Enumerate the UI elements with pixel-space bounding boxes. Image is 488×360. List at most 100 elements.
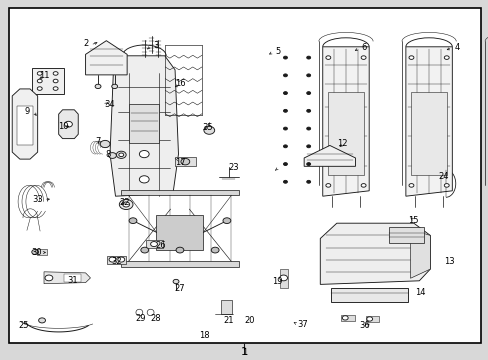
Circle shape [118, 257, 124, 262]
Text: 1: 1 [242, 348, 246, 356]
Circle shape [342, 316, 347, 320]
Bar [145, 240, 163, 248]
Bar [331, 288, 407, 302]
Text: 5: 5 [275, 47, 280, 56]
Circle shape [283, 180, 287, 183]
Polygon shape [85, 41, 127, 75]
Text: 31: 31 [67, 276, 78, 285]
Text: 6: 6 [361, 43, 366, 52]
Bar [17, 107, 33, 145]
Circle shape [173, 279, 179, 284]
Polygon shape [44, 272, 90, 284]
Circle shape [119, 199, 133, 210]
Polygon shape [304, 145, 355, 166]
Bar [106, 256, 126, 264]
Bar [221, 300, 231, 314]
Circle shape [283, 92, 287, 95]
Circle shape [53, 87, 58, 90]
Bar [32, 68, 63, 94]
Bar [279, 269, 287, 288]
Text: 20: 20 [244, 316, 254, 325]
Circle shape [122, 202, 129, 207]
Text: 25: 25 [18, 321, 29, 330]
Text: 17: 17 [174, 158, 185, 167]
Circle shape [306, 56, 310, 59]
Circle shape [203, 126, 214, 134]
Text: 30: 30 [31, 248, 42, 257]
Text: 4: 4 [454, 43, 459, 52]
Circle shape [283, 109, 287, 112]
Circle shape [408, 184, 413, 187]
Circle shape [306, 74, 310, 77]
Circle shape [64, 121, 72, 127]
Circle shape [283, 127, 287, 130]
Circle shape [37, 87, 42, 90]
Circle shape [109, 257, 116, 262]
Circle shape [108, 153, 116, 158]
Bar [327, 93, 363, 175]
Bar [365, 316, 379, 322]
Circle shape [139, 176, 149, 183]
Polygon shape [12, 89, 38, 159]
Text: 26: 26 [155, 241, 165, 250]
Bar [387, 228, 423, 243]
Circle shape [111, 84, 117, 89]
Circle shape [45, 275, 53, 281]
Circle shape [283, 163, 287, 166]
Text: 35: 35 [202, 123, 213, 132]
Text: 37: 37 [296, 320, 307, 329]
Text: 18: 18 [199, 331, 209, 340]
Text: 8: 8 [106, 150, 111, 159]
Circle shape [283, 145, 287, 148]
Polygon shape [405, 47, 451, 196]
Bar [156, 215, 203, 250]
Text: 15: 15 [407, 216, 418, 225]
Circle shape [181, 158, 189, 165]
Circle shape [211, 247, 219, 253]
Text: 12: 12 [336, 139, 347, 148]
Text: 24: 24 [438, 172, 448, 181]
Circle shape [150, 242, 157, 247]
Polygon shape [320, 223, 429, 284]
FancyBboxPatch shape [9, 8, 480, 343]
Circle shape [32, 249, 39, 255]
Circle shape [53, 79, 58, 83]
Text: 21: 21 [223, 316, 234, 325]
Circle shape [100, 140, 110, 148]
Circle shape [176, 247, 183, 253]
Circle shape [361, 184, 366, 187]
Text: 2: 2 [83, 40, 88, 49]
Text: 1: 1 [241, 347, 247, 357]
Circle shape [444, 56, 448, 59]
Circle shape [283, 74, 287, 77]
Text: 29: 29 [135, 314, 146, 323]
Text: 13: 13 [444, 256, 454, 265]
Circle shape [306, 180, 310, 183]
Circle shape [325, 184, 330, 187]
Circle shape [306, 92, 310, 95]
Circle shape [95, 84, 101, 89]
Circle shape [361, 56, 366, 59]
Text: 34: 34 [104, 100, 115, 109]
Text: 7: 7 [95, 136, 100, 145]
Text: 19: 19 [272, 277, 283, 286]
Text: 14: 14 [414, 288, 425, 297]
Circle shape [366, 317, 372, 321]
Text: 11: 11 [39, 71, 49, 80]
Circle shape [279, 275, 287, 281]
Text: 36: 36 [358, 321, 369, 330]
Bar [129, 104, 159, 143]
Circle shape [129, 218, 137, 224]
Text: 3: 3 [154, 41, 159, 50]
Circle shape [39, 318, 45, 323]
Circle shape [37, 72, 42, 75]
Bar [410, 93, 446, 175]
Circle shape [306, 163, 310, 166]
Bar [63, 274, 81, 282]
Text: 16: 16 [174, 79, 185, 88]
Polygon shape [59, 110, 78, 139]
Text: 9: 9 [24, 107, 29, 116]
Circle shape [283, 56, 287, 59]
Text: 10: 10 [58, 122, 69, 131]
Circle shape [139, 150, 149, 158]
